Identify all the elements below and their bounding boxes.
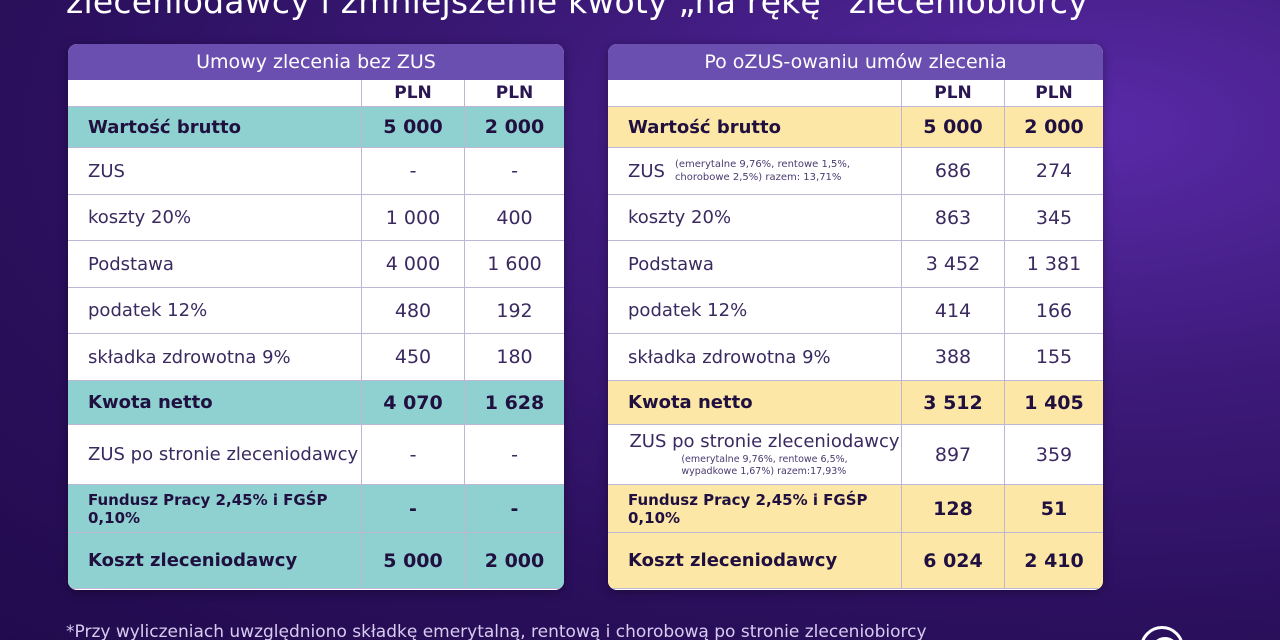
row-value: 359 xyxy=(1005,425,1103,485)
row-label: Kwota netto xyxy=(608,381,902,425)
row-value: 1 628 xyxy=(465,381,564,425)
row-value: 4 070 xyxy=(362,381,465,425)
row-value: - xyxy=(362,148,465,195)
row-label: składka zdrowotna 9% xyxy=(68,334,362,381)
row-value: 1 405 xyxy=(1005,381,1103,425)
row-label: Wartość brutto xyxy=(68,107,362,148)
row-label: Koszt zleceniodawcy xyxy=(608,533,902,589)
row-value: 2 000 xyxy=(465,533,564,589)
row-value: 388 xyxy=(902,334,1005,381)
right-table-title: Po oZUS-owaniu umów zlecenia xyxy=(608,44,1103,80)
row-label: ZUS xyxy=(68,148,362,195)
row-label: koszty 20% xyxy=(68,195,362,241)
row-label: Fundusz Pracy 2,45% i FGŚP 0,10% xyxy=(608,485,902,533)
row-value: 1 000 xyxy=(362,195,465,241)
left-table-panel: Umowy zlecenia bez ZUS PLN PLN Wartość b… xyxy=(68,44,564,590)
row-value: - xyxy=(362,425,465,485)
row-value: 1 600 xyxy=(465,241,564,288)
column-header: PLN xyxy=(465,80,564,107)
header-blank-cell xyxy=(68,80,362,107)
circle-logo-icon xyxy=(1140,626,1184,640)
row-label: Fundusz Pracy 2,45% i FGŚP 0,10% xyxy=(68,485,362,533)
page-title: zleceniodawcy i zmniejszenie kwoty „na r… xyxy=(66,0,1089,21)
row-value: 155 xyxy=(1005,334,1103,381)
row-value: 274 xyxy=(1005,148,1103,195)
row-value: 686 xyxy=(902,148,1005,195)
row-value: 414 xyxy=(902,288,1005,334)
row-label: ZUS xyxy=(628,160,665,182)
row-label: Podstawa xyxy=(68,241,362,288)
row-value: 128 xyxy=(902,485,1005,533)
row-value: 897 xyxy=(902,425,1005,485)
row-value: 2 000 xyxy=(465,107,564,148)
row-label: Kwota netto xyxy=(68,381,362,425)
row-value: 5 000 xyxy=(902,107,1005,148)
zus-note: (emerytalne 9,76%, rentowe 1,5%, chorobo… xyxy=(675,158,850,184)
row-value: 2 000 xyxy=(1005,107,1103,148)
row-value: 480 xyxy=(362,288,465,334)
row-value: - xyxy=(465,425,564,485)
row-value: 400 xyxy=(465,195,564,241)
column-header: PLN xyxy=(1005,80,1103,107)
row-label: ZUS po stronie zleceniodawcy xyxy=(68,425,362,485)
row-value: 2 410 xyxy=(1005,533,1103,589)
employer-zus-note: (emerytalne 9,76%, rentowe 6,5%, wypadko… xyxy=(681,454,847,478)
row-label: podatek 12% xyxy=(608,288,902,334)
header-blank-cell xyxy=(608,80,902,107)
row-label-zus: ZUS (emerytalne 9,76%, rentowe 1,5%, cho… xyxy=(608,148,902,195)
zus-note-line: chorobowe 2,5%) razem: 13,71% xyxy=(674,172,842,183)
row-value: 180 xyxy=(465,334,564,381)
row-value: - xyxy=(362,485,465,533)
row-label: Podstawa xyxy=(608,241,902,288)
row-value: - xyxy=(465,148,564,195)
row-value: 6 024 xyxy=(902,533,1005,589)
row-value: 345 xyxy=(1005,195,1103,241)
left-table-grid: PLN PLN Wartość brutto 5 000 2 000 ZUS -… xyxy=(68,80,564,589)
right-table-grid: PLN PLN Wartość brutto 5 000 2 000 ZUS (… xyxy=(608,80,1103,589)
right-table-panel: Po oZUS-owaniu umów zlecenia PLN PLN War… xyxy=(608,44,1103,590)
row-value: 51 xyxy=(1005,485,1103,533)
row-value: 166 xyxy=(1005,288,1103,334)
row-value: 3 512 xyxy=(902,381,1005,425)
row-value: 450 xyxy=(362,334,465,381)
row-value: - xyxy=(465,485,564,533)
row-value: 863 xyxy=(902,195,1005,241)
footnote: *Przy wyliczeniach uwzględniono składkę … xyxy=(66,622,927,640)
row-label-employer: ZUS po stronie zleceniodawcy (emerytalne… xyxy=(608,425,902,485)
row-label: Wartość brutto xyxy=(608,107,902,148)
row-value: 5 000 xyxy=(362,107,465,148)
row-label: składka zdrowotna 9% xyxy=(608,334,902,381)
column-header: PLN xyxy=(362,80,465,107)
column-header: PLN xyxy=(902,80,1005,107)
row-label: ZUS po stronie zleceniodawcy xyxy=(629,431,900,452)
row-value: 192 xyxy=(465,288,564,334)
zus-note-line: (emerytalne 9,76%, rentowe 1,5%, xyxy=(674,159,851,170)
row-label: koszty 20% xyxy=(608,195,902,241)
row-label: podatek 12% xyxy=(68,288,362,334)
employer-note-line: wypadkowe 1,67%) razem:17,93% xyxy=(681,466,847,477)
row-value: 5 000 xyxy=(362,533,465,589)
row-value: 1 381 xyxy=(1005,241,1103,288)
left-table-title: Umowy zlecenia bez ZUS xyxy=(68,44,564,80)
row-value: 3 452 xyxy=(902,241,1005,288)
employer-note-line: (emerytalne 9,76%, rentowe 6,5%, xyxy=(681,454,848,465)
row-value: 4 000 xyxy=(362,241,465,288)
row-label: Koszt zleceniodawcy xyxy=(68,533,362,589)
